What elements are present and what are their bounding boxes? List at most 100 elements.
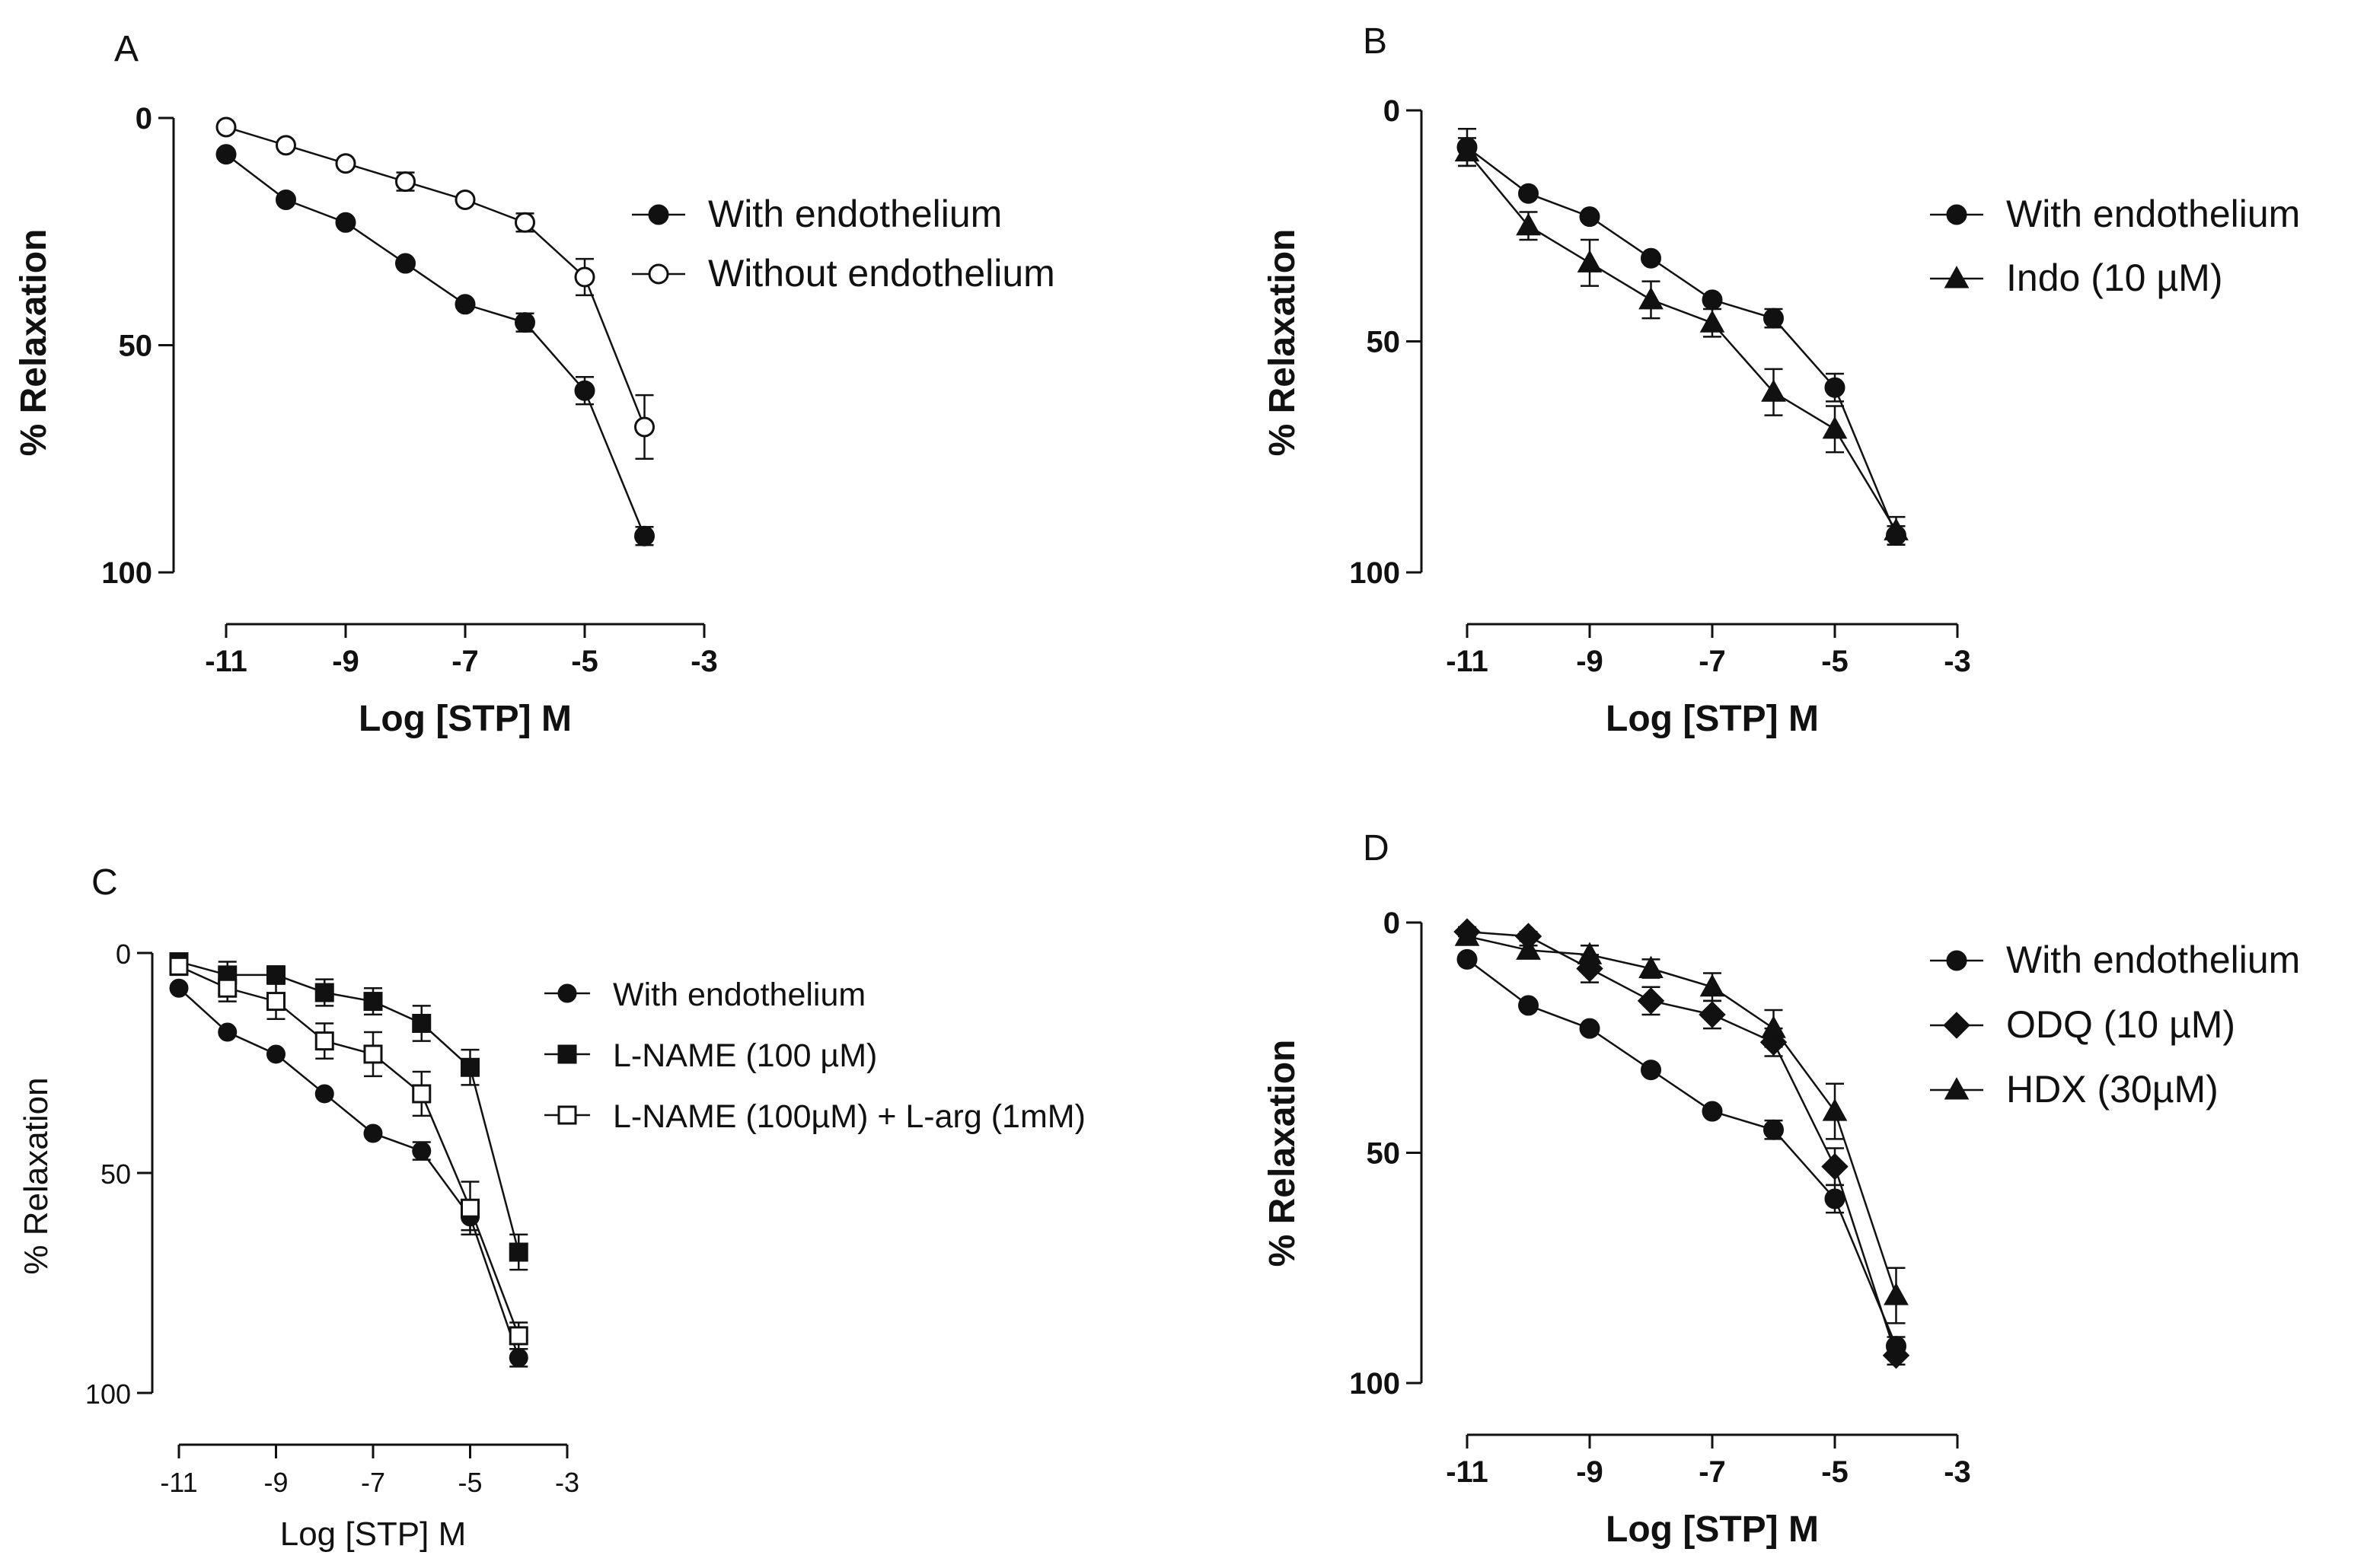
legend-label: With endothelium [708, 193, 1002, 235]
data-point [1761, 1015, 1786, 1038]
data-point [1516, 212, 1541, 236]
data-point [395, 171, 416, 193]
data-point [455, 294, 476, 315]
panel-letter: A [114, 29, 139, 69]
y-axis: 0 50 100 [1349, 907, 1423, 1401]
legend-entry: Indo (10 µM) [1930, 257, 2222, 299]
series-2 [1454, 923, 1909, 1324]
panel-a: A 0 50 100 -11 -9 -7 -5 -3 Log [STP] M % Relaxatio… [14, 29, 1055, 739]
x-tick-label: -7 [451, 645, 479, 678]
x-tick-label: -11 [205, 645, 247, 678]
data-point [218, 978, 238, 998]
legend-entry: With endothelium [1930, 939, 2300, 981]
data-point [363, 1123, 383, 1143]
y-axis-title: % Relaxation [1262, 229, 1303, 457]
legend-label: HDX (30µM) [2006, 1068, 2219, 1111]
data-point [634, 525, 655, 547]
y-axis-title: % Relaxation [1262, 1040, 1303, 1267]
x-tick-label: -9 [332, 645, 359, 678]
data-point [169, 978, 189, 998]
data-point [1456, 948, 1478, 970]
data-point [314, 1084, 334, 1104]
data-point [1577, 250, 1603, 272]
legend-marker [1944, 266, 1970, 288]
legend-label: L-NAME (100µM) + L-arg (1mM) [613, 1098, 1086, 1135]
series-line [1466, 958, 1897, 1347]
data-point [1699, 1001, 1726, 1028]
data-point [276, 189, 296, 210]
legend-marker [648, 263, 669, 285]
legend-entry: L-NAME (100µM) + L-arg (1mM) [544, 1098, 1086, 1135]
legend-label: With endothelium [2006, 939, 2300, 981]
series-line [1466, 935, 1897, 1296]
x-tick-label: -5 [1821, 1455, 1849, 1489]
y-tick-label: 100 [1349, 556, 1400, 590]
x-axis-title: Log [STP] M [359, 699, 572, 739]
series-line [178, 965, 520, 1337]
data-point [461, 1057, 480, 1077]
y-axis-title: % Relaxation [18, 1077, 55, 1274]
data-point [1637, 987, 1665, 1015]
x-axis-title: Log [STP] M [280, 1515, 467, 1553]
x-tick-label: -9 [263, 1467, 288, 1498]
data-point [1518, 183, 1539, 204]
x-tick-label: -9 [1576, 1455, 1603, 1489]
x-tick-label: -11 [160, 1467, 197, 1498]
legend-marker [1943, 1012, 1970, 1039]
x-axis: -11 -9 -7 -5 -3 [1446, 623, 1971, 678]
data-point [509, 1326, 528, 1346]
data-point [1516, 937, 1541, 960]
series-line [178, 987, 520, 1359]
data-point [1454, 139, 1480, 162]
legend-entry: HDX (30µM) [1930, 1068, 2219, 1111]
data-point [1641, 1060, 1661, 1081]
legend-marker [557, 983, 577, 1003]
series-0 [169, 978, 528, 1368]
x-axis: -11 -9 -7 -5 -3 [1446, 1433, 1971, 1489]
series-0 [215, 144, 655, 547]
x-tick-label: -5 [458, 1467, 482, 1498]
data-point [218, 1022, 238, 1042]
data-point [1638, 286, 1664, 310]
x-tick-label: -3 [555, 1467, 579, 1498]
data-point [412, 1013, 432, 1033]
data-point [1763, 308, 1784, 329]
data-point [1579, 206, 1600, 228]
panel-letter: C [91, 862, 118, 903]
series-1 [215, 116, 655, 460]
y-tick-label: 0 [1383, 94, 1400, 128]
y-tick-label: 50 [1367, 1137, 1401, 1171]
data-point [1577, 942, 1603, 964]
data-point [1882, 1341, 1910, 1369]
data-point [515, 312, 535, 333]
legend-marker [1946, 204, 1967, 225]
data-point [1638, 955, 1664, 979]
series-2 [169, 956, 528, 1350]
x-tick-label: -7 [361, 1467, 385, 1498]
y-axis: 0 50 100 [85, 939, 154, 1410]
x-tick-label: -11 [1446, 1455, 1488, 1489]
data-point [455, 189, 476, 210]
x-axis-title: Log [STP] M [1606, 699, 1819, 739]
legend-marker [648, 204, 669, 225]
data-point [1641, 247, 1661, 269]
data-point [515, 212, 535, 233]
data-point [461, 1198, 480, 1218]
y-tick-label: 50 [119, 330, 153, 363]
panel-letter: B [1363, 21, 1387, 62]
data-point [1821, 1152, 1849, 1181]
legend-entry: ODQ (10 µM) [1930, 1003, 2235, 1046]
data-point [169, 956, 189, 976]
panel-c: C 0 50 100 -11 -9 -7 -5 -3 Log [STP] M % Relaxatio… [18, 862, 1086, 1553]
series-line [1466, 930, 1897, 1356]
data-point [276, 135, 296, 156]
legend-marker [1944, 1077, 1970, 1100]
series-0 [1456, 948, 1906, 1357]
y-axis-title: % Relaxation [14, 229, 54, 457]
x-tick-label: -3 [1944, 645, 1971, 678]
data-point [1822, 416, 1848, 439]
series-1 [1453, 918, 1910, 1369]
data-point [1884, 518, 1909, 540]
data-point [574, 266, 595, 288]
